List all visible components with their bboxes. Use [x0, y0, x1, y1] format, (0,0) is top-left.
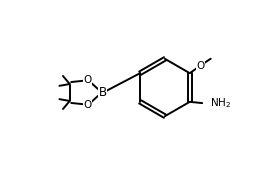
Text: O: O: [83, 75, 92, 85]
Text: NH$_2$: NH$_2$: [210, 96, 231, 110]
Text: O: O: [83, 100, 92, 111]
Text: B: B: [99, 86, 107, 99]
Text: O: O: [196, 61, 204, 71]
